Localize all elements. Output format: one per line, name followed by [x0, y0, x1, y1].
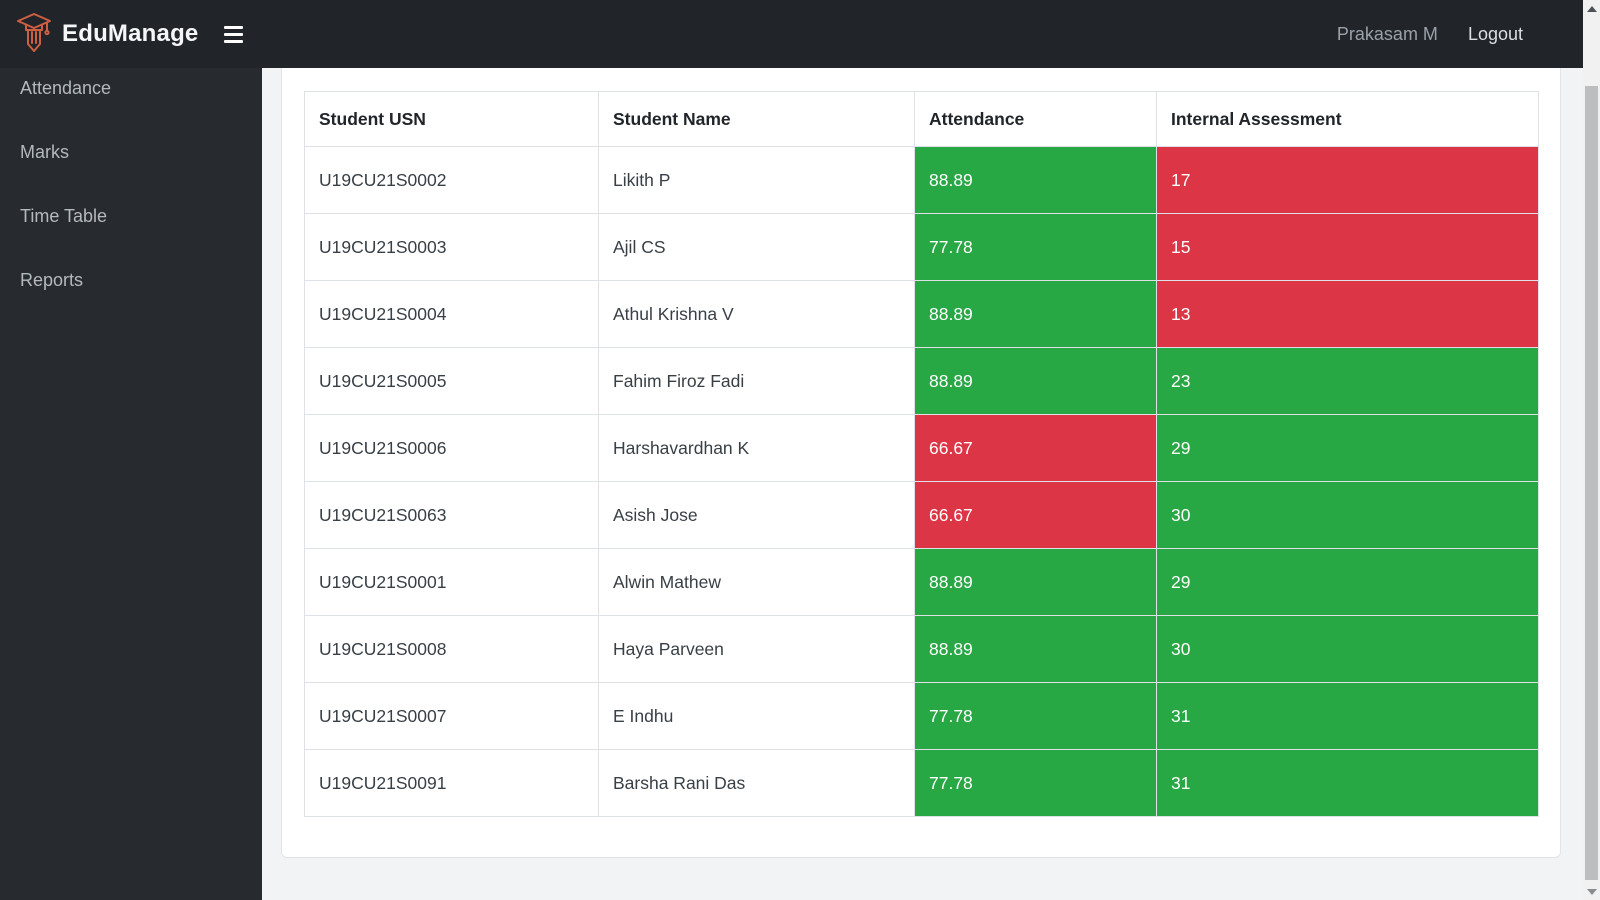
- app-title: EduManage: [62, 20, 199, 47]
- cell-student-name: Fahim Firoz Fadi: [598, 347, 915, 415]
- scroll-down-arrow-icon[interactable]: [1583, 883, 1600, 900]
- cell-student-usn: U19CU21S0001: [304, 548, 599, 616]
- cell-internal-assessment: 15: [1156, 213, 1539, 281]
- student-report-table: Student USN Student Name Attendance Inte…: [304, 91, 1539, 817]
- cell-internal-assessment: 17: [1156, 146, 1539, 214]
- table-row: U19CU21S0006 Harshavardhan K 66.67 29: [304, 414, 1539, 482]
- column-header-attendance: Attendance: [914, 91, 1157, 147]
- sidebar-item-marks[interactable]: Marks: [20, 142, 69, 162]
- cell-student-name: Alwin Mathew: [598, 548, 915, 616]
- brand[interactable]: EduManage: [16, 12, 198, 57]
- sidebar-nav: Attendance Marks Time Table Reports: [0, 68, 262, 900]
- column-header-internal-assessment: Internal Assessment: [1156, 91, 1539, 147]
- cell-student-usn: U19CU21S0063: [304, 481, 599, 549]
- vertical-scrollbar[interactable]: [1583, 0, 1600, 900]
- cell-internal-assessment: 23: [1156, 347, 1539, 415]
- user-name: Prakasam M: [1336, 23, 1438, 44]
- cell-student-name: Haya Parveen: [598, 615, 915, 683]
- report-card: Student USN Student Name Attendance Inte…: [281, 68, 1561, 858]
- table-row: U19CU21S0004 Athul Krishna V 88.89 13: [304, 280, 1539, 348]
- cell-internal-assessment: 31: [1156, 749, 1539, 817]
- cell-internal-assessment: 13: [1156, 280, 1539, 348]
- top-navbar: EduManage Prakasam M Logout: [0, 0, 1583, 68]
- cell-student-name: Ajil CS: [598, 213, 915, 281]
- sidebar-item-attendance[interactable]: Attendance: [20, 78, 112, 98]
- cell-attendance: 77.78: [914, 749, 1157, 817]
- cell-student-name: Likith P: [598, 146, 915, 214]
- hamburger-menu-icon[interactable]: [220, 22, 247, 47]
- cell-student-name: Barsha Rani Das: [598, 749, 915, 817]
- cell-internal-assessment: 29: [1156, 548, 1539, 616]
- cell-internal-assessment: 29: [1156, 414, 1539, 482]
- table-row: U19CU21S0001 Alwin Mathew 88.89 29: [304, 548, 1539, 616]
- table-row: U19CU21S0007 E Indhu 77.78 31: [304, 682, 1539, 750]
- sidebar-item-reports[interactable]: Reports: [20, 270, 84, 290]
- cell-attendance: 88.89: [914, 548, 1157, 616]
- table-row: U19CU21S0063 Asish Jose 66.67 30: [304, 481, 1539, 549]
- cell-internal-assessment: 30: [1156, 615, 1539, 683]
- cell-attendance: 88.89: [914, 615, 1157, 683]
- cell-attendance: 66.67: [914, 481, 1157, 549]
- cell-student-name: Harshavardhan K: [598, 414, 915, 482]
- cell-internal-assessment: 30: [1156, 481, 1539, 549]
- table-row: U19CU21S0008 Haya Parveen 88.89 30: [304, 615, 1539, 683]
- cell-internal-assessment: 31: [1156, 682, 1539, 750]
- table-row: U19CU21S0002 Likith P 88.89 17: [304, 146, 1539, 214]
- cell-student-usn: U19CU21S0005: [304, 347, 599, 415]
- cell-student-usn: U19CU21S0091: [304, 749, 599, 817]
- cell-student-name: Athul Krishna V: [598, 280, 915, 348]
- table-row: U19CU21S0003 Ajil CS 77.78 15: [304, 213, 1539, 281]
- sidebar-item-time-table[interactable]: Time Table: [20, 206, 108, 226]
- scrollbar-thumb[interactable]: [1585, 86, 1598, 880]
- table-row: U19CU21S0091 Barsha Rani Das 77.78 31: [304, 749, 1539, 817]
- scroll-up-arrow-icon[interactable]: [1583, 0, 1600, 17]
- cell-attendance: 66.67: [914, 414, 1157, 482]
- graduation-cap-pencil-icon: [16, 12, 52, 57]
- cell-attendance: 88.89: [914, 146, 1157, 214]
- cell-attendance: 77.78: [914, 213, 1157, 281]
- cell-student-usn: U19CU21S0008: [304, 615, 599, 683]
- cell-student-usn: U19CU21S0002: [304, 146, 599, 214]
- cell-student-name: E Indhu: [598, 682, 915, 750]
- table-header-row: Student USN Student Name Attendance Inte…: [304, 91, 1539, 147]
- table-row: U19CU21S0005 Fahim Firoz Fadi 88.89 23: [304, 347, 1539, 415]
- logout-link[interactable]: Logout: [1467, 23, 1523, 44]
- cell-student-usn: U19CU21S0006: [304, 414, 599, 482]
- table-body: U19CU21S0002 Likith P 88.89 17 U19CU21S0003 A…: [304, 146, 1539, 817]
- cell-student-name: Asish Jose: [598, 481, 915, 549]
- cell-attendance: 88.89: [914, 280, 1157, 348]
- main-content: Student USN Student Name Attendance Inte…: [262, 68, 1583, 900]
- column-header-usn: Student USN: [304, 91, 599, 147]
- cell-attendance: 77.78: [914, 682, 1157, 750]
- cell-attendance: 88.89: [914, 347, 1157, 415]
- cell-student-usn: U19CU21S0003: [304, 213, 599, 281]
- column-header-name: Student Name: [598, 91, 915, 147]
- cell-student-usn: U19CU21S0007: [304, 682, 599, 750]
- cell-student-usn: U19CU21S0004: [304, 280, 599, 348]
